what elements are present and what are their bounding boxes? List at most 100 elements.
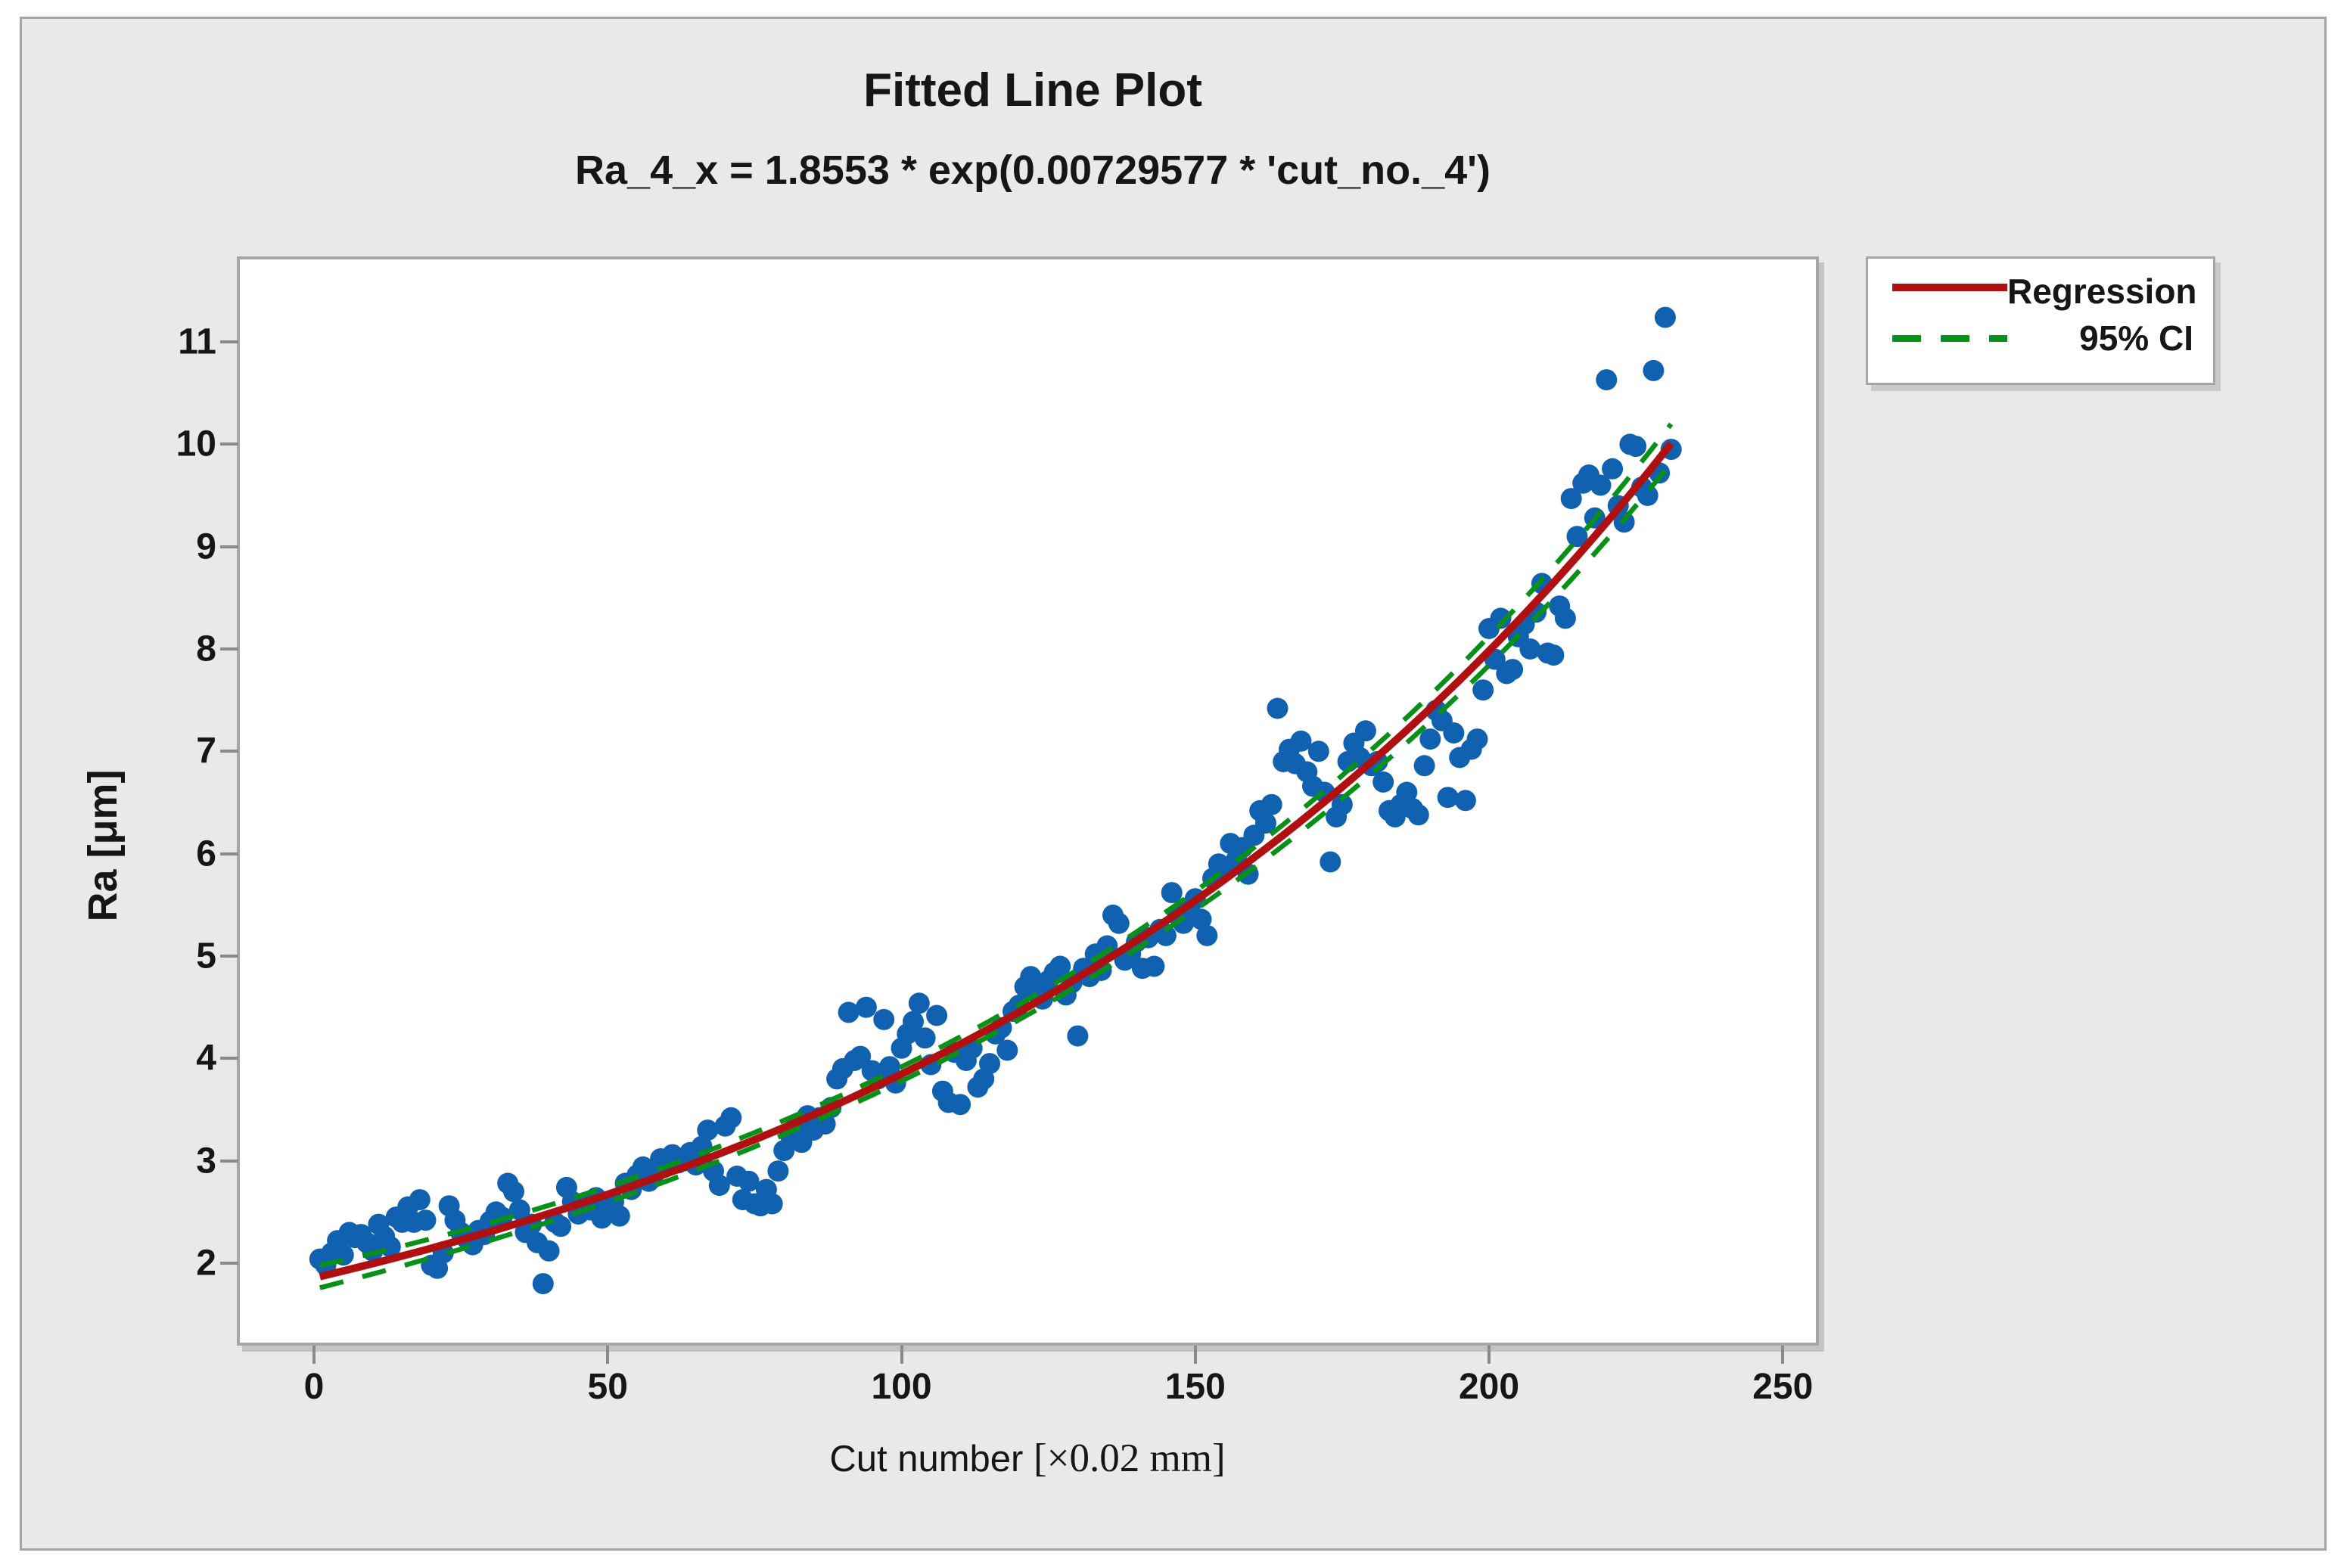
data-point	[1254, 812, 1276, 834]
y-tick-mark	[220, 750, 238, 753]
data-point	[1472, 679, 1494, 701]
data-point	[1437, 787, 1459, 809]
data-point	[708, 1175, 730, 1197]
data-point	[1596, 369, 1618, 391]
data-point	[532, 1273, 554, 1295]
data-point	[873, 1008, 895, 1030]
x-axis-label: Cut number [×0.02 mm]	[829, 1436, 1225, 1481]
data-point	[855, 996, 877, 1018]
plot-area	[237, 256, 1819, 1346]
regression-line-swatch	[1892, 284, 2007, 299]
data-point	[1290, 730, 1312, 752]
ci-upper-line	[319, 422, 1674, 1268]
data-point	[950, 1094, 971, 1116]
data-point	[1407, 804, 1429, 826]
y-tick-label: 8	[196, 629, 216, 669]
data-point	[903, 1011, 924, 1032]
chart-equation-subtitle: Ra_4_x = 1.8553 * exp(0.00729577 * 'cut_…	[575, 147, 1491, 193]
y-tick-mark	[220, 340, 238, 344]
plot-canvas	[309, 306, 1682, 1295]
data-point	[1396, 781, 1418, 803]
y-tick-label: 2	[196, 1243, 216, 1284]
x-axis-label-unit: [×0.02 mm]	[1033, 1436, 1226, 1480]
data-point	[1067, 1025, 1089, 1047]
y-tick-label: 7	[196, 731, 216, 772]
data-point	[926, 1004, 948, 1026]
y-tick-mark	[220, 1262, 238, 1265]
data-point	[1466, 728, 1488, 750]
x-tick-label: 100	[871, 1367, 932, 1407]
regression-line	[319, 441, 1674, 1281]
data-point	[1155, 924, 1177, 946]
x-tick-mark	[1487, 1346, 1491, 1364]
x-tick-label: 50	[587, 1367, 628, 1407]
data-point	[1190, 908, 1212, 930]
legend-row-ci: 95% CI	[1868, 318, 2213, 359]
data-point	[996, 1039, 1018, 1061]
data-point	[415, 1209, 437, 1231]
y-tick-label: 11	[178, 321, 216, 362]
data-point	[608, 1205, 630, 1227]
data-point	[508, 1199, 530, 1221]
data-point	[838, 1001, 860, 1023]
y-tick-mark	[220, 545, 238, 548]
legend-label-regression: Regression	[2007, 272, 2197, 311]
data-point	[1554, 607, 1576, 629]
data-point	[1049, 955, 1071, 977]
data-point	[1543, 644, 1565, 666]
data-point	[538, 1240, 560, 1262]
data-point	[1490, 607, 1512, 629]
data-point	[1173, 912, 1195, 934]
legend-row-regression: Regression	[1868, 271, 2213, 312]
y-tick-label: 4	[196, 1038, 216, 1079]
data-point	[914, 1027, 936, 1049]
x-tick-mark	[900, 1346, 903, 1364]
data-point	[1625, 436, 1647, 458]
x-tick-label: 150	[1164, 1367, 1226, 1407]
data-point	[1454, 790, 1476, 812]
data-point	[1590, 474, 1612, 496]
chart-title: Fitted Line Plot	[863, 64, 1202, 116]
x-tick-mark	[1193, 1346, 1197, 1364]
legend-label-ci: 95% CI	[2079, 318, 2193, 358]
data-point	[761, 1193, 783, 1215]
data-point	[1331, 793, 1353, 815]
data-point	[1096, 935, 1118, 957]
data-point	[1443, 722, 1465, 744]
data-point	[908, 992, 930, 1014]
data-point	[1196, 924, 1218, 946]
data-point	[1419, 728, 1441, 750]
data-point	[503, 1181, 524, 1203]
ci-line-swatch	[1892, 334, 2007, 342]
data-point	[1261, 793, 1282, 815]
y-tick-mark	[220, 647, 238, 651]
data-point	[1020, 966, 1042, 988]
data-point	[1560, 488, 1582, 510]
y-tick-label: 3	[196, 1141, 216, 1181]
data-point	[1320, 851, 1341, 873]
y-tick-label: 5	[196, 936, 216, 977]
data-point	[1519, 638, 1541, 660]
data-point	[1372, 771, 1394, 793]
y-tick-mark	[220, 1057, 238, 1060]
x-tick-label: 200	[1458, 1367, 1520, 1407]
data-point	[1267, 697, 1289, 719]
data-point	[1602, 458, 1624, 480]
legend-box: Regression 95% CI	[1866, 256, 2215, 385]
data-point	[697, 1119, 719, 1141]
y-tick-label: 10	[176, 424, 216, 464]
data-point	[1654, 306, 1676, 328]
x-axis-label-text: Cut number	[829, 1439, 1034, 1480]
data-point	[1161, 882, 1183, 904]
y-tick-mark	[220, 1159, 238, 1163]
data-point	[409, 1189, 431, 1211]
x-tick-mark	[312, 1346, 316, 1364]
data-point	[720, 1107, 742, 1129]
y-tick-mark	[220, 955, 238, 958]
data-point	[550, 1216, 572, 1237]
y-tick-label: 6	[196, 834, 216, 874]
y-tick-mark	[220, 442, 238, 446]
x-tick-label: 250	[1752, 1367, 1814, 1407]
data-point	[1143, 955, 1165, 977]
